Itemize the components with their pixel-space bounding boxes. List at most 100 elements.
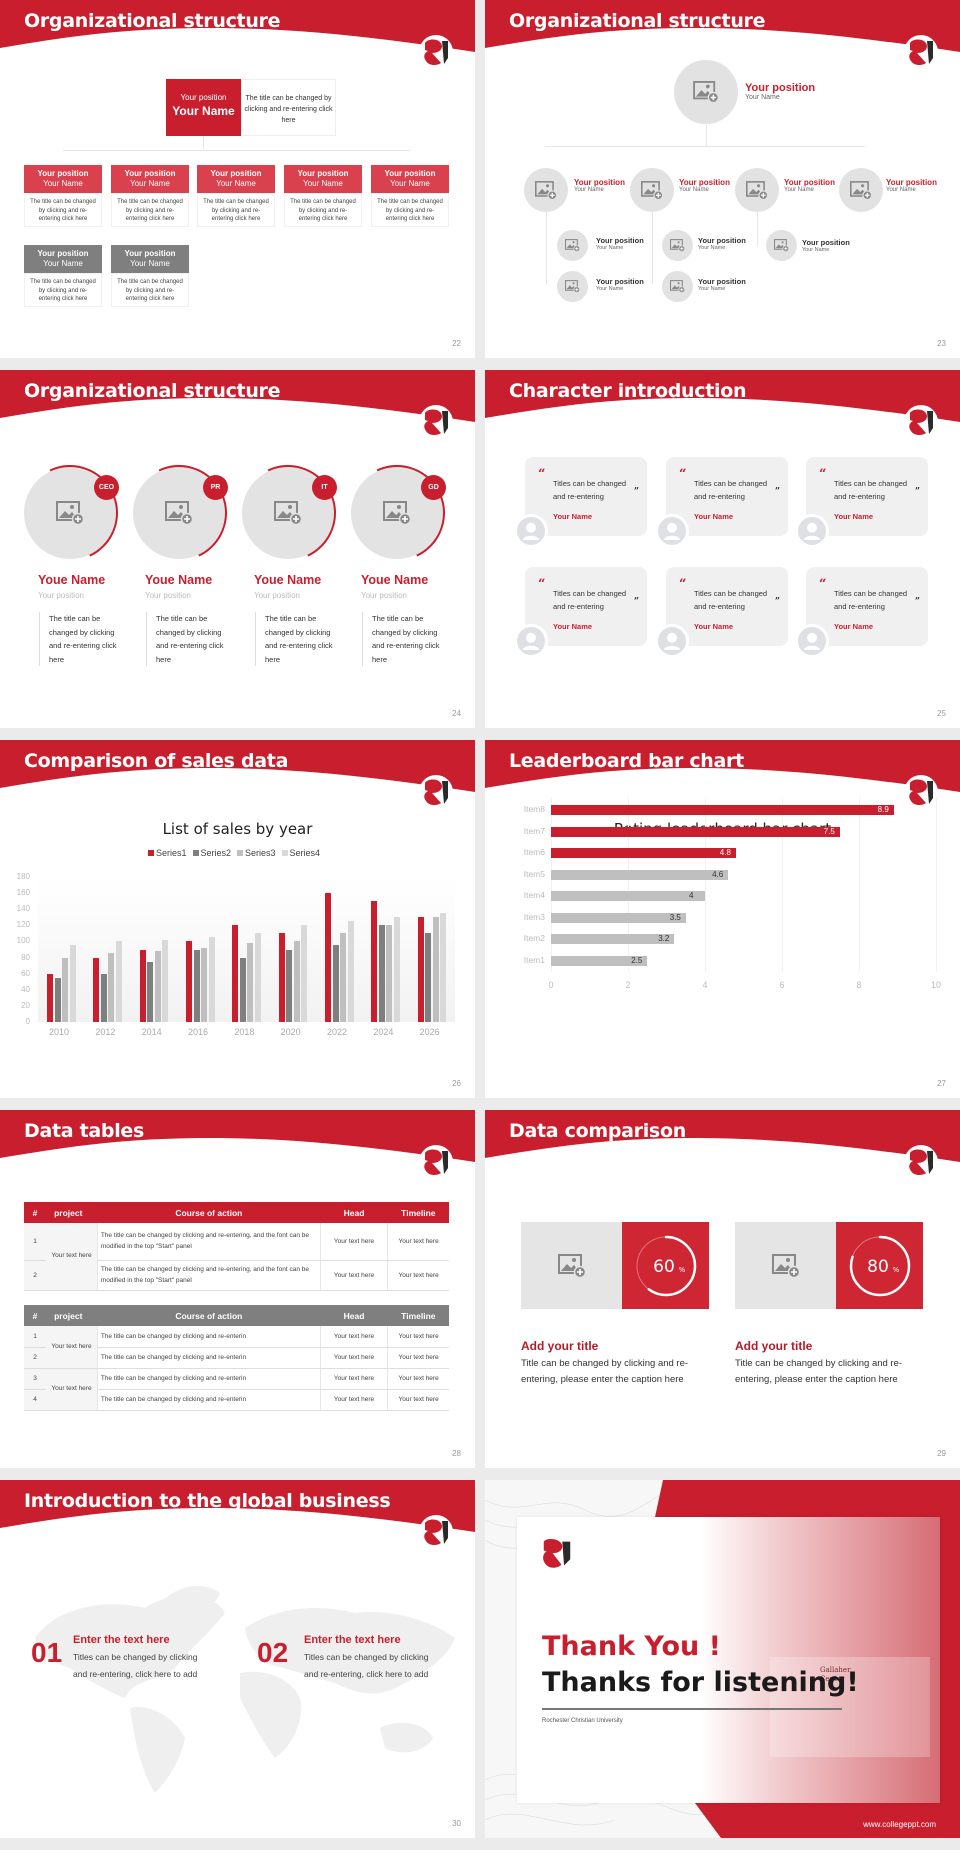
member-label: Your position Your Name: [698, 277, 746, 292]
x-tick: 4: [702, 980, 708, 990]
table-row[interactable]: 4 The title can be changed by clicking a…: [24, 1389, 449, 1411]
item-desc: Titles can be changed by clicking and re…: [304, 1652, 429, 1679]
column-header: Head: [343, 1207, 365, 1218]
photo-placeholder[interactable]: [766, 230, 797, 261]
progress-ring-icon: 60 %: [635, 1235, 696, 1296]
quote-author: Your Name: [834, 512, 874, 521]
node-position: Your position: [37, 169, 89, 178]
org-node[interactable]: Your position Your Name The title can be …: [111, 165, 189, 227]
top-photo-placeholder[interactable]: [674, 60, 738, 124]
bar: [371, 901, 378, 1022]
y-tick: 20: [21, 1000, 30, 1010]
table-row[interactable]: 2 The title can be changed by clicking a…: [24, 1260, 449, 1291]
photo-placeholder[interactable]: [557, 271, 588, 302]
image-placeholder[interactable]: [735, 1222, 836, 1309]
org-node[interactable]: Your position Your Name The title can be …: [24, 165, 102, 227]
project-cell: Your text here: [46, 1223, 98, 1291]
org-node[interactable]: Your position Your Name The title can be …: [111, 245, 189, 307]
bar: [293, 941, 300, 1022]
table-row[interactable]: 2 The title can be changed by clicking a…: [24, 1347, 449, 1369]
member-name: Your Name: [698, 245, 726, 251]
column-chart: 0 20 40 60 80 100 120 140 160 180 2010 2012 2014 2016…: [0, 740, 475, 1098]
photo-placeholder[interactable]: [524, 168, 568, 212]
photo-placeholder[interactable]: [630, 168, 674, 212]
slide-30[interactable]: Introduction to the global business 01 E…: [0, 1480, 475, 1838]
org-node[interactable]: Your position Your Name The title can be …: [197, 165, 275, 227]
slide-25[interactable]: Character introduction “ Titles can be c…: [485, 370, 960, 728]
x-tick: 2014: [141, 1027, 162, 1037]
member-name: Youe Name: [145, 573, 213, 587]
thanks-subheading: Thanks for listening!: [542, 1667, 859, 1698]
avatar: [655, 624, 689, 658]
university-logo-icon: [419, 404, 453, 440]
quote-author: Your Name: [553, 512, 593, 521]
quote-author: Your Name: [553, 622, 593, 631]
x-tick: 2010: [48, 1027, 70, 1037]
bar: [232, 925, 239, 1022]
category-label: Item7: [523, 825, 545, 836]
member-position: Your position: [38, 591, 84, 600]
testimonial-card[interactable]: “ Titles can be changed and re-entering …: [806, 567, 928, 646]
member-position: Your position: [679, 178, 730, 187]
progress-panel: 60 %: [622, 1222, 709, 1309]
testimonial-card[interactable]: “ Titles can be changed and re-entering …: [806, 457, 928, 536]
avatar: [795, 514, 829, 548]
bar: [417, 917, 424, 1022]
table-row[interactable]: 3 Your text here The title can be change…: [24, 1368, 449, 1411]
slide-title: Organizational structure: [509, 10, 766, 32]
top-node-desc: The title can be changed by clicking and…: [241, 79, 336, 136]
slide-27[interactable]: Leaderboard bar chart Rating leaderboard…: [485, 740, 960, 1098]
website-link[interactable]: www.collegeppt.com: [863, 1820, 936, 1829]
top-node-header[interactable]: Your position Your Name: [166, 79, 241, 136]
bar: [551, 912, 686, 923]
avatar: [514, 624, 548, 658]
member-position: Your position: [145, 591, 191, 600]
grid-line: [628, 797, 629, 972]
data-label: 3.5: [669, 912, 681, 922]
quote-text: Titles can be changed and re-entering: [834, 479, 908, 501]
photo-placeholder[interactable]: [557, 230, 588, 261]
table-row[interactable]: 1 Your text here The title can be change…: [24, 1326, 449, 1369]
member-label: Your position Your Name: [784, 178, 835, 193]
node-name: Your Name: [216, 179, 256, 188]
org-node[interactable]: Your position Your Name The title can be …: [284, 165, 362, 227]
slide-26[interactable]: Comparison of sales data List of sales b…: [0, 740, 475, 1098]
node-position: Your position: [37, 249, 89, 258]
photo-placeholder[interactable]: [662, 230, 693, 261]
slide-22[interactable]: Organizational structure Your position Y…: [0, 0, 475, 358]
close-quote-icon: ”: [914, 487, 920, 497]
page-number: 27: [937, 1079, 946, 1088]
table-row[interactable]: 1 Your text here The title can be change…: [24, 1223, 449, 1291]
photo-placeholder[interactable]: [662, 271, 693, 302]
bar: [432, 917, 439, 1022]
column-header: Timeline: [401, 1310, 436, 1321]
org-node[interactable]: Your position Your Name The title can be …: [371, 165, 449, 227]
open-quote-icon: “: [538, 467, 546, 482]
member-label: Your position Your Name: [802, 238, 850, 253]
column-header: Head: [343, 1310, 365, 1321]
progress-unit: %: [678, 1266, 685, 1274]
photo-placeholder[interactable]: [735, 168, 779, 212]
data-table-2: # project Course of action Head Timeline…: [24, 1305, 449, 1411]
slide-thank-you[interactable]: Gallaher Center Thank You ! Thanks for l…: [485, 1480, 960, 1838]
x-tick: 2: [625, 980, 631, 990]
quote-text: Titles can be changed and re-entering: [694, 479, 768, 501]
photo-placeholder[interactable]: [839, 168, 883, 212]
column-header: #: [32, 1207, 38, 1218]
slide-24[interactable]: Organizational structure CEO Youe Name Y…: [0, 370, 475, 728]
image-placeholder[interactable]: [521, 1222, 622, 1309]
x-tick: 2012: [95, 1027, 116, 1037]
slide-header: Character introduction: [485, 370, 960, 430]
y-tick: 0: [25, 1017, 30, 1026]
node-header: Your position Your Name: [24, 245, 102, 273]
row-number: 2: [24, 1260, 47, 1291]
add-image-icon: [670, 239, 685, 252]
slide-title: Leaderboard bar chart: [509, 750, 744, 772]
org-node[interactable]: Your position Your Name The title can be …: [24, 245, 102, 307]
slide-23[interactable]: Organizational structure Your position Y…: [485, 0, 960, 358]
slide-29[interactable]: Data comparison 60 % Add your title Titl…: [485, 1110, 960, 1468]
category-label: Item1: [523, 954, 545, 965]
bar: [247, 943, 254, 1022]
member-name: Your Name: [802, 247, 830, 253]
slide-28[interactable]: Data tables # project Course of action H…: [0, 1110, 475, 1468]
